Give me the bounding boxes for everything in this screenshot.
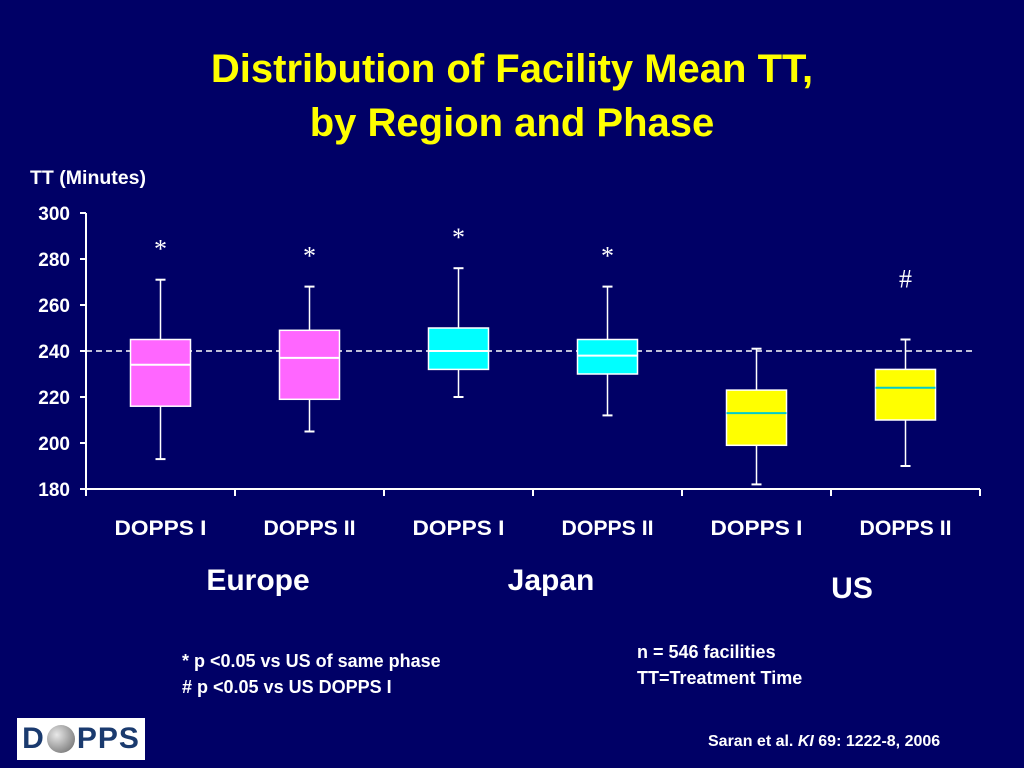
globe-icon bbox=[46, 725, 75, 753]
citation-journal: KI bbox=[797, 733, 814, 750]
citation: Saran et al. KI 69: 1222-8, 2006 bbox=[708, 733, 940, 751]
significance-marker: # bbox=[899, 265, 912, 294]
footnote-n: n = 546 facilities bbox=[637, 642, 776, 662]
logo-right-text: PPS bbox=[76, 722, 140, 755]
logo-left-text: D bbox=[22, 722, 45, 755]
y-tick-label: 260 bbox=[38, 296, 70, 317]
box-japan-dopps-ii bbox=[576, 338, 639, 375]
significance-footnotes: * p <0.05 vs US of same phase # p <0.05 … bbox=[182, 648, 441, 700]
y-axis-label: TT (Minutes) bbox=[30, 168, 146, 189]
box-us-dopps-ii bbox=[874, 368, 937, 421]
y-tick-label: 300 bbox=[38, 204, 70, 225]
dopps-logo: D PPS bbox=[17, 718, 145, 760]
x-tick-label: DOPPS II bbox=[860, 517, 952, 540]
region-label-europe: Europe bbox=[206, 564, 309, 597]
x-tick-label: DOPPS I bbox=[413, 517, 505, 540]
x-tick-label: DOPPS II bbox=[264, 517, 356, 540]
y-tick-label: 220 bbox=[38, 388, 70, 409]
significance-marker: * bbox=[452, 223, 465, 252]
y-tick-label: 240 bbox=[38, 342, 70, 363]
x-tick-label: DOPPS I bbox=[115, 517, 207, 540]
y-tick-label: 180 bbox=[38, 480, 70, 501]
footnote-asterisk: * p <0.05 vs US of same phase bbox=[182, 651, 441, 671]
region-label-japan: Japan bbox=[508, 564, 595, 597]
footnote-hash: # p <0.05 vs US DOPPS I bbox=[182, 677, 392, 697]
significance-marker: * bbox=[303, 242, 316, 271]
x-tick-label: DOPPS I bbox=[711, 517, 803, 540]
footnote-tt: TT=Treatment Time bbox=[637, 668, 803, 688]
citation-ref: 69: 1222-8, 2006 bbox=[818, 733, 941, 750]
title-line-2: by Region and Phase bbox=[309, 101, 715, 145]
slide-title: Distribution of Facility Mean TT, by Reg… bbox=[0, 42, 1024, 150]
box-us-dopps-i bbox=[725, 389, 788, 447]
box-europe-dopps-i bbox=[129, 338, 192, 407]
box-japan-dopps-i bbox=[427, 327, 490, 371]
significance-marker: * bbox=[154, 235, 167, 264]
y-tick-label: 200 bbox=[38, 434, 70, 455]
region-label-us: US bbox=[831, 572, 873, 605]
citation-authors: Saran et al. bbox=[708, 733, 794, 750]
sample-footnotes: n = 546 facilities TT=Treatment Time bbox=[637, 639, 802, 691]
significance-marker: * bbox=[601, 242, 614, 271]
y-tick-label: 280 bbox=[38, 250, 70, 271]
box-europe-dopps-ii bbox=[278, 329, 341, 401]
title-line-1: Distribution of Facility Mean TT, bbox=[210, 47, 814, 91]
x-tick-label: DOPPS II bbox=[562, 517, 654, 540]
